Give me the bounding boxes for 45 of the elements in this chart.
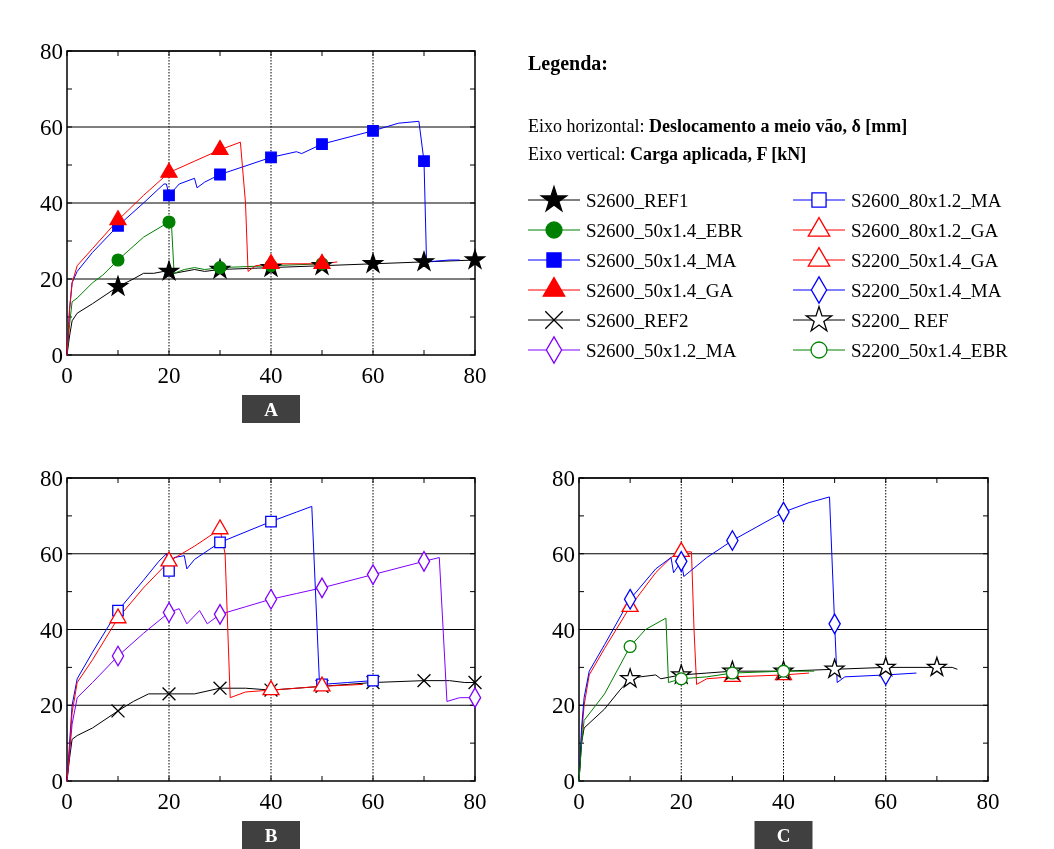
legend-label: S2600_50x1.4_GA	[586, 280, 734, 301]
y-tick-label: 20	[40, 267, 63, 292]
x-tick-label: 40	[259, 789, 283, 814]
text: Eixo horizontal: Deslocamento a meio vão, δ [mm]	[528, 116, 908, 136]
y-tick-label: 20	[552, 693, 575, 719]
text: Legenda:	[528, 52, 608, 75]
y-tick-label: 60	[40, 115, 63, 140]
y-tick-label: 80	[40, 39, 63, 64]
y-tick-label: 0	[51, 769, 63, 794]
legend-label: S2600_50x1.4_MA	[586, 250, 737, 271]
text: C	[776, 825, 791, 846]
x-tick-label: 80	[463, 789, 487, 814]
text: B	[264, 825, 278, 846]
x-tick-label: 80	[463, 363, 487, 388]
legend-label: S2200_ REF	[851, 310, 949, 331]
legend-label: S2600_80x1.2_GA	[851, 220, 999, 241]
y-tick-label: 60	[40, 541, 63, 567]
x-tick-label: 60	[361, 363, 385, 388]
x-tick-label: 40	[259, 363, 283, 388]
legend-label: S2200_50x1.4_EBR	[851, 340, 1009, 361]
legend-label: S2600_50x1.2_MA	[586, 340, 737, 361]
y-tick-label: 80	[40, 466, 63, 491]
y-tick-label: 40	[40, 191, 63, 216]
legend-label: S2600_80x1.2_MA	[851, 190, 1002, 211]
legend-label: S2200_50x1.4_GA	[851, 250, 999, 271]
x-tick-label: 20	[157, 789, 181, 814]
y-tick-label: 20	[40, 693, 63, 719]
x-tick-label: 20	[157, 363, 181, 388]
x-tick-label: 20	[669, 789, 693, 814]
y-tick-label: 80	[552, 466, 575, 491]
y-tick-label: 0	[563, 769, 575, 794]
legend-label: S2600_REF2	[586, 310, 689, 331]
x-tick-label: 40	[772, 789, 795, 814]
y-tick-label: 40	[40, 617, 63, 643]
text: A	[264, 399, 279, 420]
text: Eixo vertical: Carga aplicada, F [kN]	[528, 144, 807, 164]
x-tick-label: 60	[874, 789, 898, 814]
legend-label: S2600_50x1.4_EBR	[586, 220, 744, 241]
y-tick-label: 60	[552, 541, 575, 567]
x-tick-label: 80	[976, 789, 1000, 814]
y-tick-label: 0	[51, 343, 63, 368]
y-tick-label: 40	[552, 617, 575, 643]
legend-label: S2600_REF1	[586, 190, 689, 211]
legend-label: S2200_50x1.4_MA	[851, 280, 1002, 301]
x-tick-label: 60	[361, 789, 385, 814]
